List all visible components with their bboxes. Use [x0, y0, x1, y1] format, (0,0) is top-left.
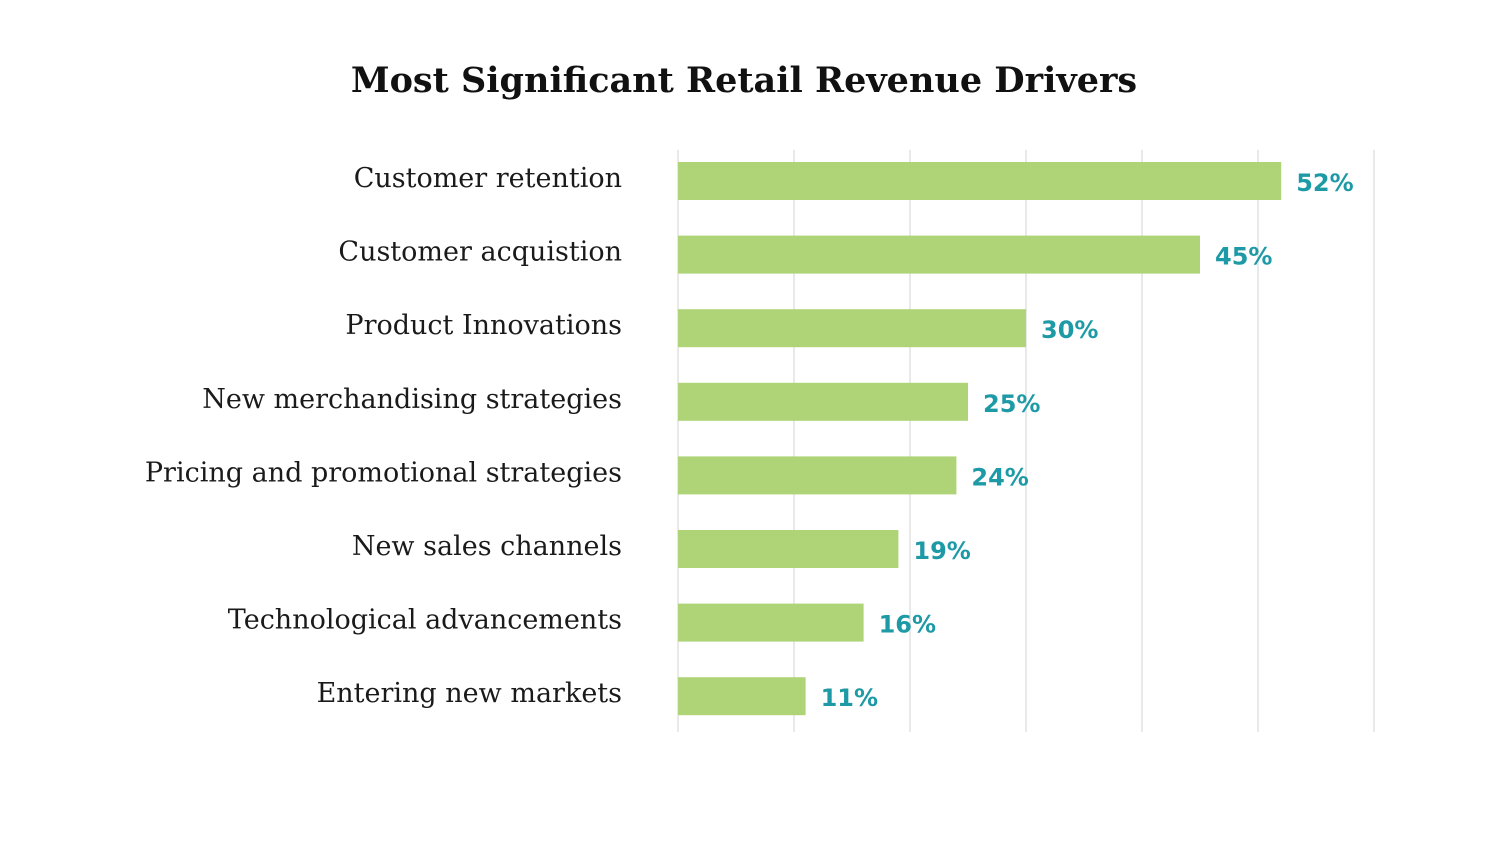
bar [678, 603, 864, 642]
value-labels: 52% 45% 30% 25% 24% 19% 16% 11% [821, 169, 1354, 712]
value-label: 52% [1296, 169, 1353, 197]
category-label: New merchandising strategies [202, 384, 622, 415]
category-label: New sales channels [352, 531, 622, 562]
bar [678, 530, 899, 568]
category-label: Technological advancements [228, 605, 622, 636]
value-label: 30% [1041, 316, 1098, 344]
category-label: Product Innovations [345, 310, 622, 341]
value-label: 24% [971, 463, 1028, 491]
bar [678, 677, 806, 716]
bar [678, 309, 1026, 348]
value-label: 16% [879, 611, 936, 639]
bars [678, 162, 1282, 716]
bar [678, 235, 1200, 274]
value-label: 45% [1215, 243, 1272, 271]
bar [678, 162, 1282, 200]
bar [678, 382, 968, 421]
category-label: Entering new markets [317, 678, 622, 709]
category-label: Pricing and promotional strategies [145, 457, 622, 488]
category-labels: Customer retention Customer acquistion Pro… [145, 163, 622, 709]
category-label: Customer retention [354, 163, 622, 194]
chart-title: Most Significant Retail Revenue Drivers [351, 60, 1137, 101]
value-label: 11% [821, 684, 878, 712]
value-label: 19% [913, 537, 970, 565]
category-label: Customer acquistion [338, 237, 622, 268]
value-label: 25% [983, 390, 1040, 418]
bar [678, 456, 957, 495]
